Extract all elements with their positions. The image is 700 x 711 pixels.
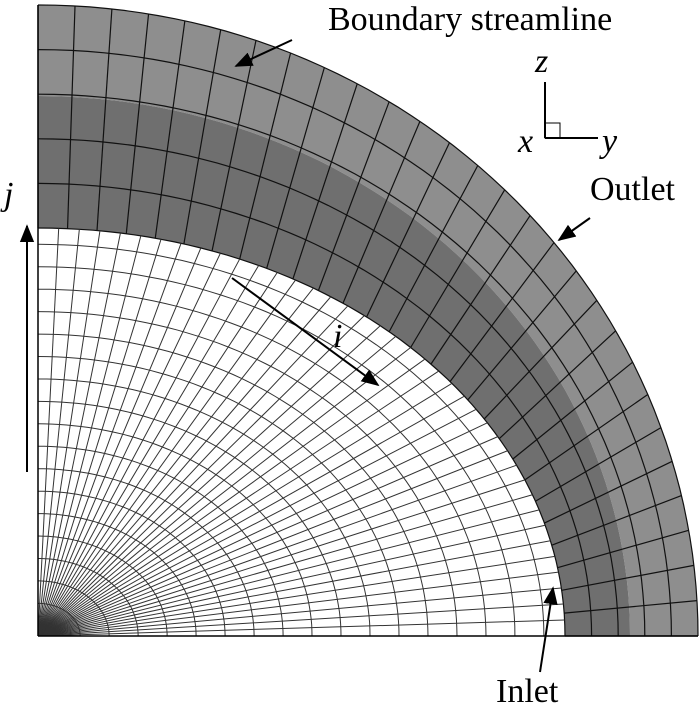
mesh-line: [512, 361, 634, 460]
mesh-line: [37, 272, 278, 637]
mesh-line: [66, 5, 76, 229]
mesh-line: [37, 347, 411, 637]
mesh-line: [37, 603, 564, 637]
arrow: [234, 39, 293, 67]
mesh-line: [551, 495, 682, 546]
mesh-line: [557, 529, 689, 569]
mesh-line: [37, 571, 559, 637]
mesh-line: [388, 165, 479, 333]
mesh-line: [37, 358, 426, 637]
mesh-line: [37, 232, 121, 637]
mesh-line: [483, 299, 598, 420]
mesh-line: [154, 20, 186, 239]
mesh-line: [37, 230, 101, 637]
mesh-line: [561, 564, 694, 591]
mesh-line: [37, 279, 296, 637]
mesh-line: [524, 394, 649, 481]
axis-box: [544, 122, 561, 139]
mesh-line: [37, 540, 551, 637]
mesh-line: [366, 142, 451, 318]
label: x: [517, 123, 533, 160]
mesh-line: [37, 287, 314, 637]
mesh-line: [37, 305, 349, 637]
mesh-line: [37, 382, 453, 637]
mesh-line: [96, 8, 113, 231]
mesh-line: [37, 494, 533, 637]
mesh-line: [37, 436, 499, 637]
mesh-line: [410, 189, 506, 348]
mesh-line: [37, 247, 202, 637]
mesh-line: [37, 253, 221, 637]
arrow: [539, 586, 558, 673]
label: Boundary streamline: [328, 1, 612, 38]
mesh-line: [37, 395, 465, 637]
mesh: [37, 4, 699, 637]
mesh-line: [37, 408, 477, 637]
mesh-line: [37, 509, 540, 637]
mesh-line: [239, 52, 292, 260]
mesh-line: [37, 228, 60, 637]
label: j: [0, 176, 13, 213]
mesh-line: [37, 336, 397, 637]
label: Inlet: [496, 673, 559, 710]
mesh-line: [449, 242, 555, 382]
mesh-line: [37, 265, 260, 637]
mesh-line: [37, 619, 565, 637]
mesh-line: [37, 370, 440, 637]
mesh-line: [37, 555, 555, 637]
mesh-line: [37, 258, 241, 637]
mesh-line: [317, 101, 390, 291]
label: i: [333, 318, 342, 355]
label: z: [534, 43, 548, 80]
mesh-line: [37, 422, 488, 637]
mesh-line: [292, 83, 358, 280]
band: [38, 5, 698, 636]
mesh-line: [266, 67, 325, 269]
mesh-line: [37, 325, 381, 637]
mesh-line: [37, 296, 332, 637]
mesh-line: [37, 315, 365, 637]
mesh-line: [37, 587, 562, 637]
mesh-line: [37, 479, 526, 637]
mesh-line: [37, 524, 546, 637]
mesh-line: [498, 330, 617, 440]
mesh-line: [37, 235, 142, 637]
arrow: [231, 277, 380, 387]
mesh-line: [467, 270, 577, 401]
mesh-line: [37, 239, 162, 637]
arrow: [557, 217, 591, 242]
mesh-line: [37, 464, 517, 637]
label: y: [599, 123, 618, 160]
mesh-line: [125, 13, 150, 234]
mesh-line: [37, 243, 182, 637]
mesh-line: [535, 427, 662, 502]
mesh-line: [544, 460, 673, 524]
mesh-line: [37, 450, 508, 637]
mesh-line: [37, 4, 699, 637]
mesh-line: [342, 121, 421, 304]
mesh-line: [564, 600, 698, 614]
mesh-line: [37, 229, 80, 637]
label: Outlet: [590, 171, 676, 208]
mesh-line: [183, 29, 222, 245]
mesh-line: [211, 40, 257, 252]
mesh-line: [430, 215, 531, 365]
